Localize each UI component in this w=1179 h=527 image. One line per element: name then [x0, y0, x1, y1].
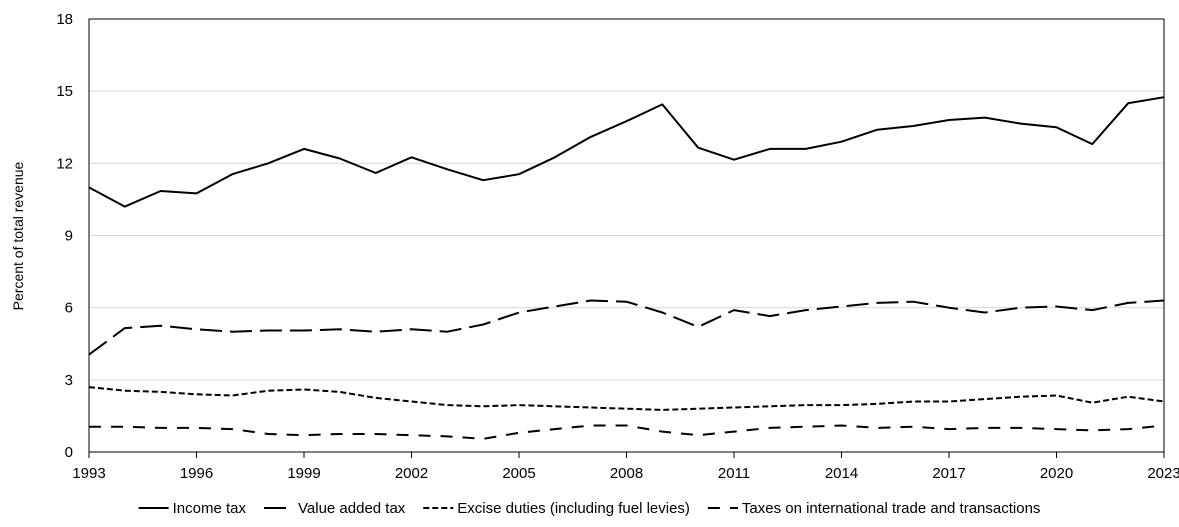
legend-label: Taxes on international trade and transac… — [742, 500, 1041, 517]
x-tick-label: 2014 — [825, 465, 858, 482]
x-tick-label: 1993 — [72, 465, 105, 482]
series-lines — [88, 96, 1165, 440]
series-line-2 — [88, 299, 1165, 356]
legend-item: Income tax — [138, 500, 247, 517]
legend-label: Value added tax — [298, 500, 406, 517]
x-tick-label: 2020 — [1040, 465, 1073, 482]
legend-item: Value added tax — [264, 500, 406, 517]
x-tick-label: 2005 — [502, 465, 535, 482]
x-tick-label: 2002 — [395, 465, 428, 482]
gridlines — [89, 18, 1164, 381]
x-tick-label: 2017 — [932, 465, 965, 482]
x-tick-label: 2011 — [718, 465, 750, 482]
series-line-4 — [89, 424, 1165, 440]
y-tick-label: 0 — [65, 444, 73, 461]
y-tick-label: 15 — [56, 83, 73, 100]
legend-label: Income tax — [173, 500, 247, 517]
legend-item: Taxes on international trade and transac… — [707, 500, 1041, 517]
x-tick-label: 2008 — [610, 465, 643, 482]
y-tick-label: 18 — [56, 11, 73, 28]
legend: Income tax Value added tax Excise duties (… — [138, 500, 1041, 517]
x-tick-label: 1999 — [287, 465, 320, 482]
y-tick-label: 9 — [65, 228, 73, 245]
y-axis-title: Percent of total revenue — [10, 161, 26, 310]
series-line-3 — [88, 386, 1165, 411]
legend-item: Excise duties (including fuel levies) — [423, 500, 690, 517]
x-tick-label: 2023 — [1147, 465, 1179, 482]
y-tick-label: 6 — [65, 300, 73, 317]
x-tick-label: 1996 — [180, 465, 213, 482]
series-line-1 — [88, 96, 1165, 208]
y-tick-label: 3 — [65, 372, 73, 389]
y-tick-label: 12 — [56, 155, 73, 172]
axes: 0 3 6 9 12 15 18 1993 1996 1999 2002 2005 2008 2011 20… — [56, 11, 1179, 482]
legend-label: Excise duties (including fuel levies) — [457, 500, 690, 517]
